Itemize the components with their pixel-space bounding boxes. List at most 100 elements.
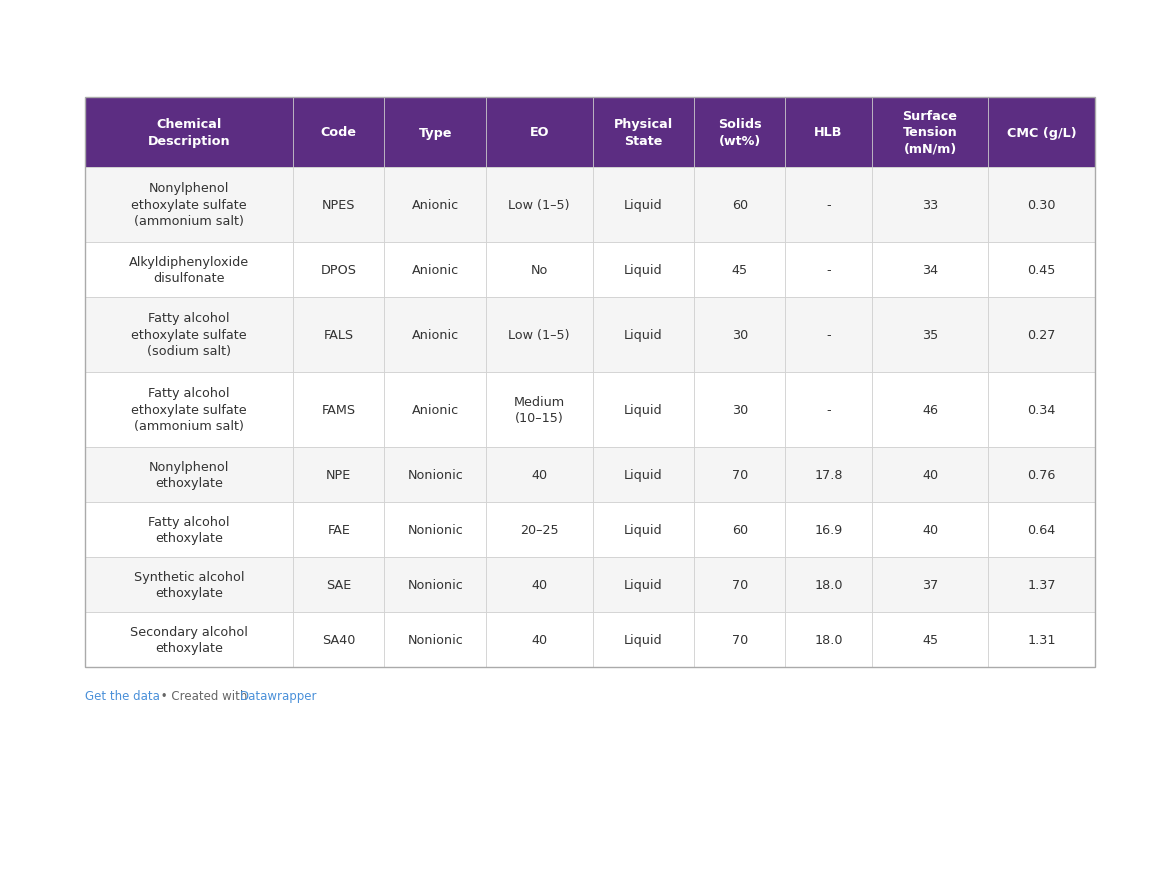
Text: 70: 70 (731, 468, 748, 481)
Text: SAE: SAE (326, 578, 351, 591)
Bar (872, 297, 989, 373)
Text: 20–25: 20–25 (519, 524, 558, 537)
Bar (989, 612, 1095, 667)
Bar (989, 503, 1095, 558)
Text: FALS: FALS (324, 329, 353, 342)
Bar (785, 98, 872, 168)
Bar (592, 503, 694, 558)
Text: 30: 30 (731, 403, 748, 417)
Bar (85, 373, 294, 447)
Text: 1.37: 1.37 (1027, 578, 1057, 591)
Bar (694, 503, 785, 558)
Text: -: - (826, 199, 831, 211)
Text: NPES: NPES (322, 199, 356, 211)
Bar (592, 297, 694, 373)
Text: 16.9: 16.9 (814, 524, 842, 537)
Text: 60: 60 (731, 524, 748, 537)
Bar (785, 168, 872, 243)
Bar (872, 612, 989, 667)
Text: Secondary alcohol
ethoxylate: Secondary alcohol ethoxylate (130, 625, 248, 654)
Bar (385, 98, 486, 168)
Bar (592, 612, 694, 667)
Text: 40: 40 (922, 468, 938, 481)
Bar (85, 168, 294, 243)
Text: -: - (826, 403, 831, 417)
Bar (694, 373, 785, 447)
Bar (85, 558, 294, 612)
Bar (294, 243, 385, 297)
Bar (872, 168, 989, 243)
Text: 40: 40 (922, 524, 938, 537)
Text: SA40: SA40 (322, 633, 356, 646)
Text: CMC (g/L): CMC (g/L) (1007, 126, 1076, 139)
Bar (989, 558, 1095, 612)
Bar (785, 243, 872, 297)
Bar (785, 447, 872, 503)
Bar (486, 558, 592, 612)
Bar (85, 98, 1095, 667)
Text: No: No (530, 264, 548, 276)
Text: DPOS: DPOS (321, 264, 357, 276)
Text: Liquid: Liquid (624, 403, 662, 417)
Bar (294, 558, 385, 612)
Bar (385, 558, 486, 612)
Text: Liquid: Liquid (624, 329, 662, 342)
Bar (785, 297, 872, 373)
Text: 1.31: 1.31 (1027, 633, 1057, 646)
Bar (785, 612, 872, 667)
Text: 34: 34 (922, 264, 938, 276)
Text: 46: 46 (922, 403, 938, 417)
Bar (385, 168, 486, 243)
Text: Liquid: Liquid (624, 199, 662, 211)
Text: Nonylphenol
ethoxylate sulfate
(ammonium salt): Nonylphenol ethoxylate sulfate (ammonium… (131, 182, 247, 228)
Text: Liquid: Liquid (624, 578, 662, 591)
Bar (486, 612, 592, 667)
Text: 40: 40 (531, 578, 548, 591)
Text: EO: EO (530, 126, 549, 139)
Bar (385, 612, 486, 667)
Bar (785, 503, 872, 558)
Text: 70: 70 (731, 578, 748, 591)
Bar (385, 503, 486, 558)
Bar (385, 373, 486, 447)
Bar (592, 98, 694, 168)
Text: 0.27: 0.27 (1027, 329, 1055, 342)
Text: Surface
Tension
(mN/m): Surface Tension (mN/m) (902, 110, 957, 156)
Text: 0.30: 0.30 (1027, 199, 1057, 211)
Bar (294, 447, 385, 503)
Bar (294, 98, 385, 168)
Bar (989, 98, 1095, 168)
Text: 35: 35 (922, 329, 938, 342)
Bar (872, 243, 989, 297)
Text: Liquid: Liquid (624, 524, 662, 537)
Bar (694, 612, 785, 667)
Text: Anionic: Anionic (412, 329, 459, 342)
Text: Nonionic: Nonionic (407, 524, 463, 537)
Bar (989, 168, 1095, 243)
Bar (872, 98, 989, 168)
Text: Anionic: Anionic (412, 264, 459, 276)
Bar (872, 373, 989, 447)
Text: Liquid: Liquid (624, 633, 662, 646)
Bar (592, 558, 694, 612)
Text: 17.8: 17.8 (814, 468, 842, 481)
Text: 0.34: 0.34 (1027, 403, 1055, 417)
Text: Anionic: Anionic (412, 403, 459, 417)
Text: Nonylphenol
ethoxylate: Nonylphenol ethoxylate (149, 460, 229, 489)
Text: HLB: HLB (814, 126, 842, 139)
Bar (294, 297, 385, 373)
Text: FAMS: FAMS (322, 403, 356, 417)
Text: -: - (826, 329, 831, 342)
Bar (294, 168, 385, 243)
Bar (486, 447, 592, 503)
Text: Nonionic: Nonionic (407, 578, 463, 591)
Bar (989, 243, 1095, 297)
Bar (486, 297, 592, 373)
Bar (694, 243, 785, 297)
Bar (989, 297, 1095, 373)
Bar (592, 243, 694, 297)
Bar (694, 558, 785, 612)
Bar (486, 98, 592, 168)
Text: Medium
(10–15): Medium (10–15) (514, 396, 565, 424)
Bar (486, 243, 592, 297)
